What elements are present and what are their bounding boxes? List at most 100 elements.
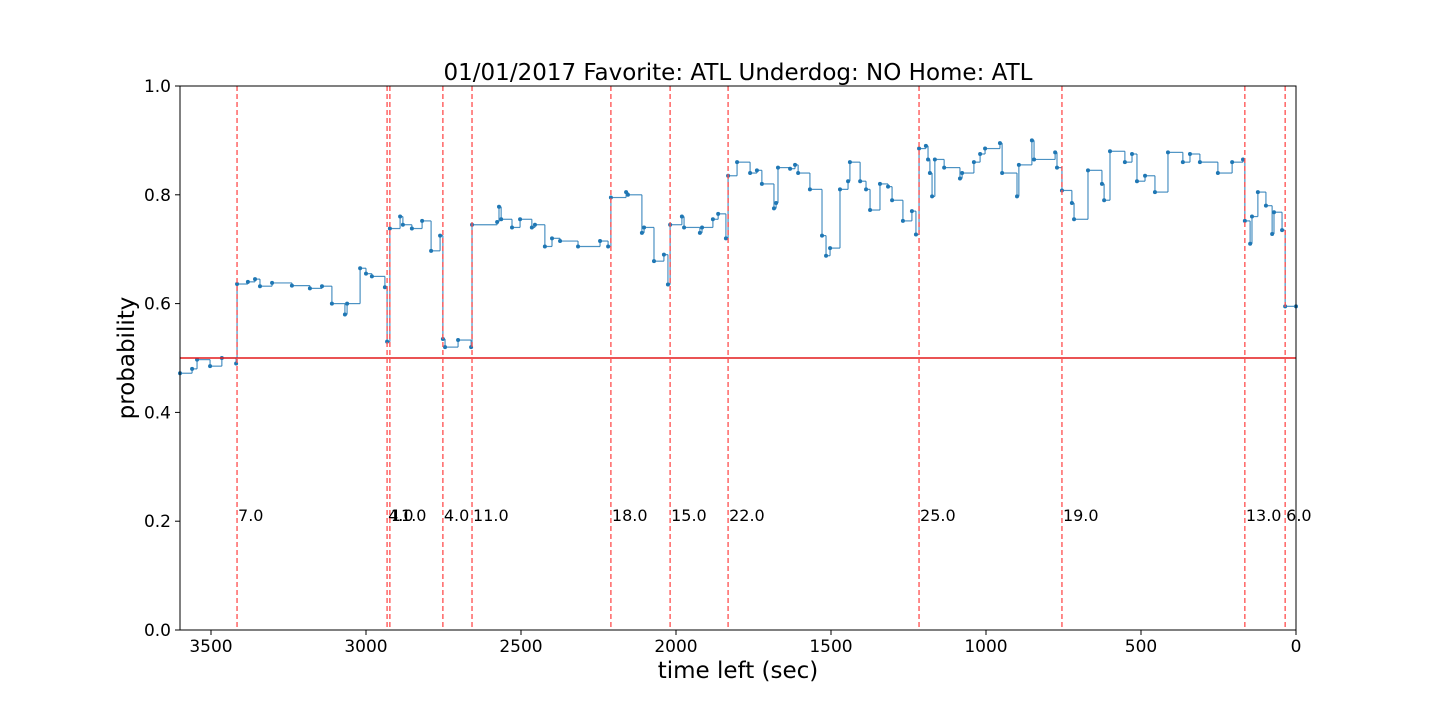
point bbox=[429, 248, 434, 253]
point bbox=[245, 279, 250, 284]
point bbox=[438, 233, 443, 238]
y-tick-label: 1.0 bbox=[144, 77, 171, 97]
point bbox=[1054, 165, 1059, 170]
point bbox=[1263, 203, 1268, 208]
event-label: 25.0 bbox=[920, 506, 956, 525]
point bbox=[257, 284, 262, 289]
point bbox=[877, 181, 882, 186]
point bbox=[420, 218, 425, 223]
point bbox=[923, 143, 928, 148]
event-label: 13.0 bbox=[1246, 506, 1282, 525]
event-label: 6.0 bbox=[1286, 506, 1311, 525]
x-axis-label: time left (sec) bbox=[658, 658, 819, 684]
point bbox=[793, 162, 798, 167]
point bbox=[598, 239, 603, 244]
point bbox=[748, 171, 753, 176]
point bbox=[1143, 173, 1148, 178]
point bbox=[1053, 150, 1058, 155]
point bbox=[456, 338, 461, 343]
x-tick-label: 2500 bbox=[499, 637, 542, 657]
event-label: 4.0 bbox=[388, 506, 413, 525]
x-tick-label: 3500 bbox=[189, 637, 232, 657]
point bbox=[1165, 150, 1170, 155]
point bbox=[529, 225, 534, 230]
point bbox=[932, 157, 937, 162]
y-axis-label: probability bbox=[114, 297, 140, 420]
event-label: 19.0 bbox=[1063, 506, 1099, 525]
point bbox=[1134, 179, 1139, 184]
point bbox=[788, 166, 793, 171]
point bbox=[518, 217, 523, 222]
x-tick-label: 0 bbox=[1291, 637, 1302, 657]
point bbox=[710, 217, 715, 222]
point bbox=[1108, 149, 1112, 154]
x-tick-label: 1000 bbox=[964, 637, 1007, 657]
y-tick-label: 0.0 bbox=[144, 621, 171, 641]
event-label: 11.0 bbox=[391, 506, 427, 525]
point bbox=[1015, 194, 1019, 199]
point bbox=[319, 284, 324, 289]
x-tick-label: 500 bbox=[1125, 637, 1157, 657]
point bbox=[1180, 160, 1185, 165]
point bbox=[1197, 160, 1202, 165]
point bbox=[1099, 181, 1104, 186]
point bbox=[542, 244, 547, 249]
point bbox=[1249, 214, 1254, 219]
point bbox=[665, 282, 670, 287]
y-tick-label: 0.4 bbox=[144, 403, 171, 423]
point bbox=[971, 160, 976, 165]
point bbox=[661, 252, 666, 257]
point bbox=[723, 236, 728, 241]
point bbox=[1215, 171, 1220, 176]
point bbox=[235, 282, 240, 287]
point bbox=[679, 214, 684, 219]
point bbox=[820, 233, 825, 238]
point bbox=[576, 244, 581, 249]
point bbox=[1152, 190, 1157, 195]
point bbox=[639, 230, 644, 235]
point bbox=[409, 226, 414, 231]
point bbox=[930, 194, 935, 199]
point bbox=[495, 220, 500, 224]
point bbox=[754, 168, 759, 173]
point bbox=[900, 218, 905, 223]
point bbox=[387, 226, 392, 231]
point bbox=[846, 179, 851, 184]
point bbox=[550, 236, 554, 241]
point bbox=[364, 271, 368, 276]
point bbox=[828, 246, 833, 251]
point bbox=[997, 141, 1002, 146]
x-tick-label: 3000 bbox=[344, 637, 387, 657]
point bbox=[942, 165, 947, 170]
y-tick-label: 0.8 bbox=[144, 186, 171, 206]
event-label: 11.0 bbox=[473, 506, 509, 525]
point bbox=[697, 230, 702, 235]
point bbox=[608, 195, 613, 200]
point bbox=[917, 146, 922, 151]
point bbox=[1280, 228, 1285, 233]
point bbox=[270, 280, 275, 285]
event-label: 18.0 bbox=[612, 506, 648, 525]
chart-title: 01/01/2017 Favorite: ATL Underdog: NO Ho… bbox=[444, 60, 1033, 86]
point bbox=[858, 179, 863, 184]
point bbox=[1102, 198, 1107, 203]
point bbox=[771, 206, 776, 211]
point bbox=[1230, 160, 1235, 165]
point bbox=[400, 222, 405, 227]
point bbox=[532, 222, 537, 227]
point bbox=[358, 266, 363, 271]
point bbox=[775, 165, 780, 170]
event-label: 7.0 bbox=[238, 506, 263, 525]
point bbox=[774, 200, 779, 205]
y-tick-label: 0.2 bbox=[144, 512, 171, 532]
point bbox=[329, 301, 334, 306]
point bbox=[496, 204, 501, 209]
point bbox=[868, 208, 873, 213]
x-tick-label: 2000 bbox=[654, 637, 697, 657]
point bbox=[1029, 138, 1034, 143]
point bbox=[890, 198, 895, 203]
point bbox=[1069, 200, 1074, 205]
point bbox=[1072, 217, 1077, 222]
point bbox=[208, 364, 213, 369]
point bbox=[385, 339, 390, 344]
